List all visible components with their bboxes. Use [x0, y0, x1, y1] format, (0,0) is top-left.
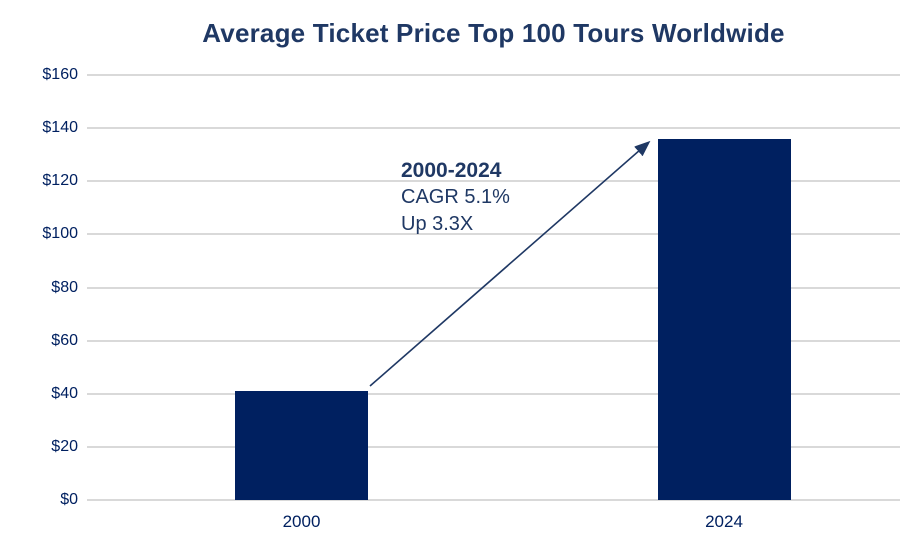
x-axis-label-2000: 2000 [282, 512, 321, 531]
y-axis-tick-label: $140 [42, 119, 78, 137]
y-axis-tick-label: $0 [60, 491, 78, 508]
y-axis-tick-label: $120 [42, 172, 78, 190]
annotation-cagr: CAGR 5.1% [401, 186, 510, 208]
gridline-40 [87, 392, 900, 395]
y-axis-tick-label: $60 [51, 331, 78, 349]
y-axis-tick-label: $100 [42, 225, 78, 243]
gridline-160 [87, 74, 900, 76]
y-axis-tick-label: $160 [42, 66, 78, 83]
bar-2024 [658, 139, 791, 500]
annotation-multiple: Up 3.3X [401, 213, 474, 235]
annotation-period: 2000-2024 [401, 159, 502, 182]
cagr-annotation: 2000-2024 CAGR 5.1% Up 3.3X [401, 157, 510, 238]
gridline-0 [87, 499, 900, 501]
y-axis-tick-label: $80 [51, 278, 78, 296]
y-axis-tick-label: $40 [51, 384, 78, 402]
x-axis-label-2024: 2024 [705, 512, 743, 531]
bar-2000 [235, 391, 368, 500]
gridline-20 [87, 445, 900, 448]
chart-title: Average Ticket Price Top 100 Tours World… [202, 18, 785, 48]
y-axis-tick-label: $20 [51, 437, 78, 455]
gridline-140 [87, 127, 900, 130]
